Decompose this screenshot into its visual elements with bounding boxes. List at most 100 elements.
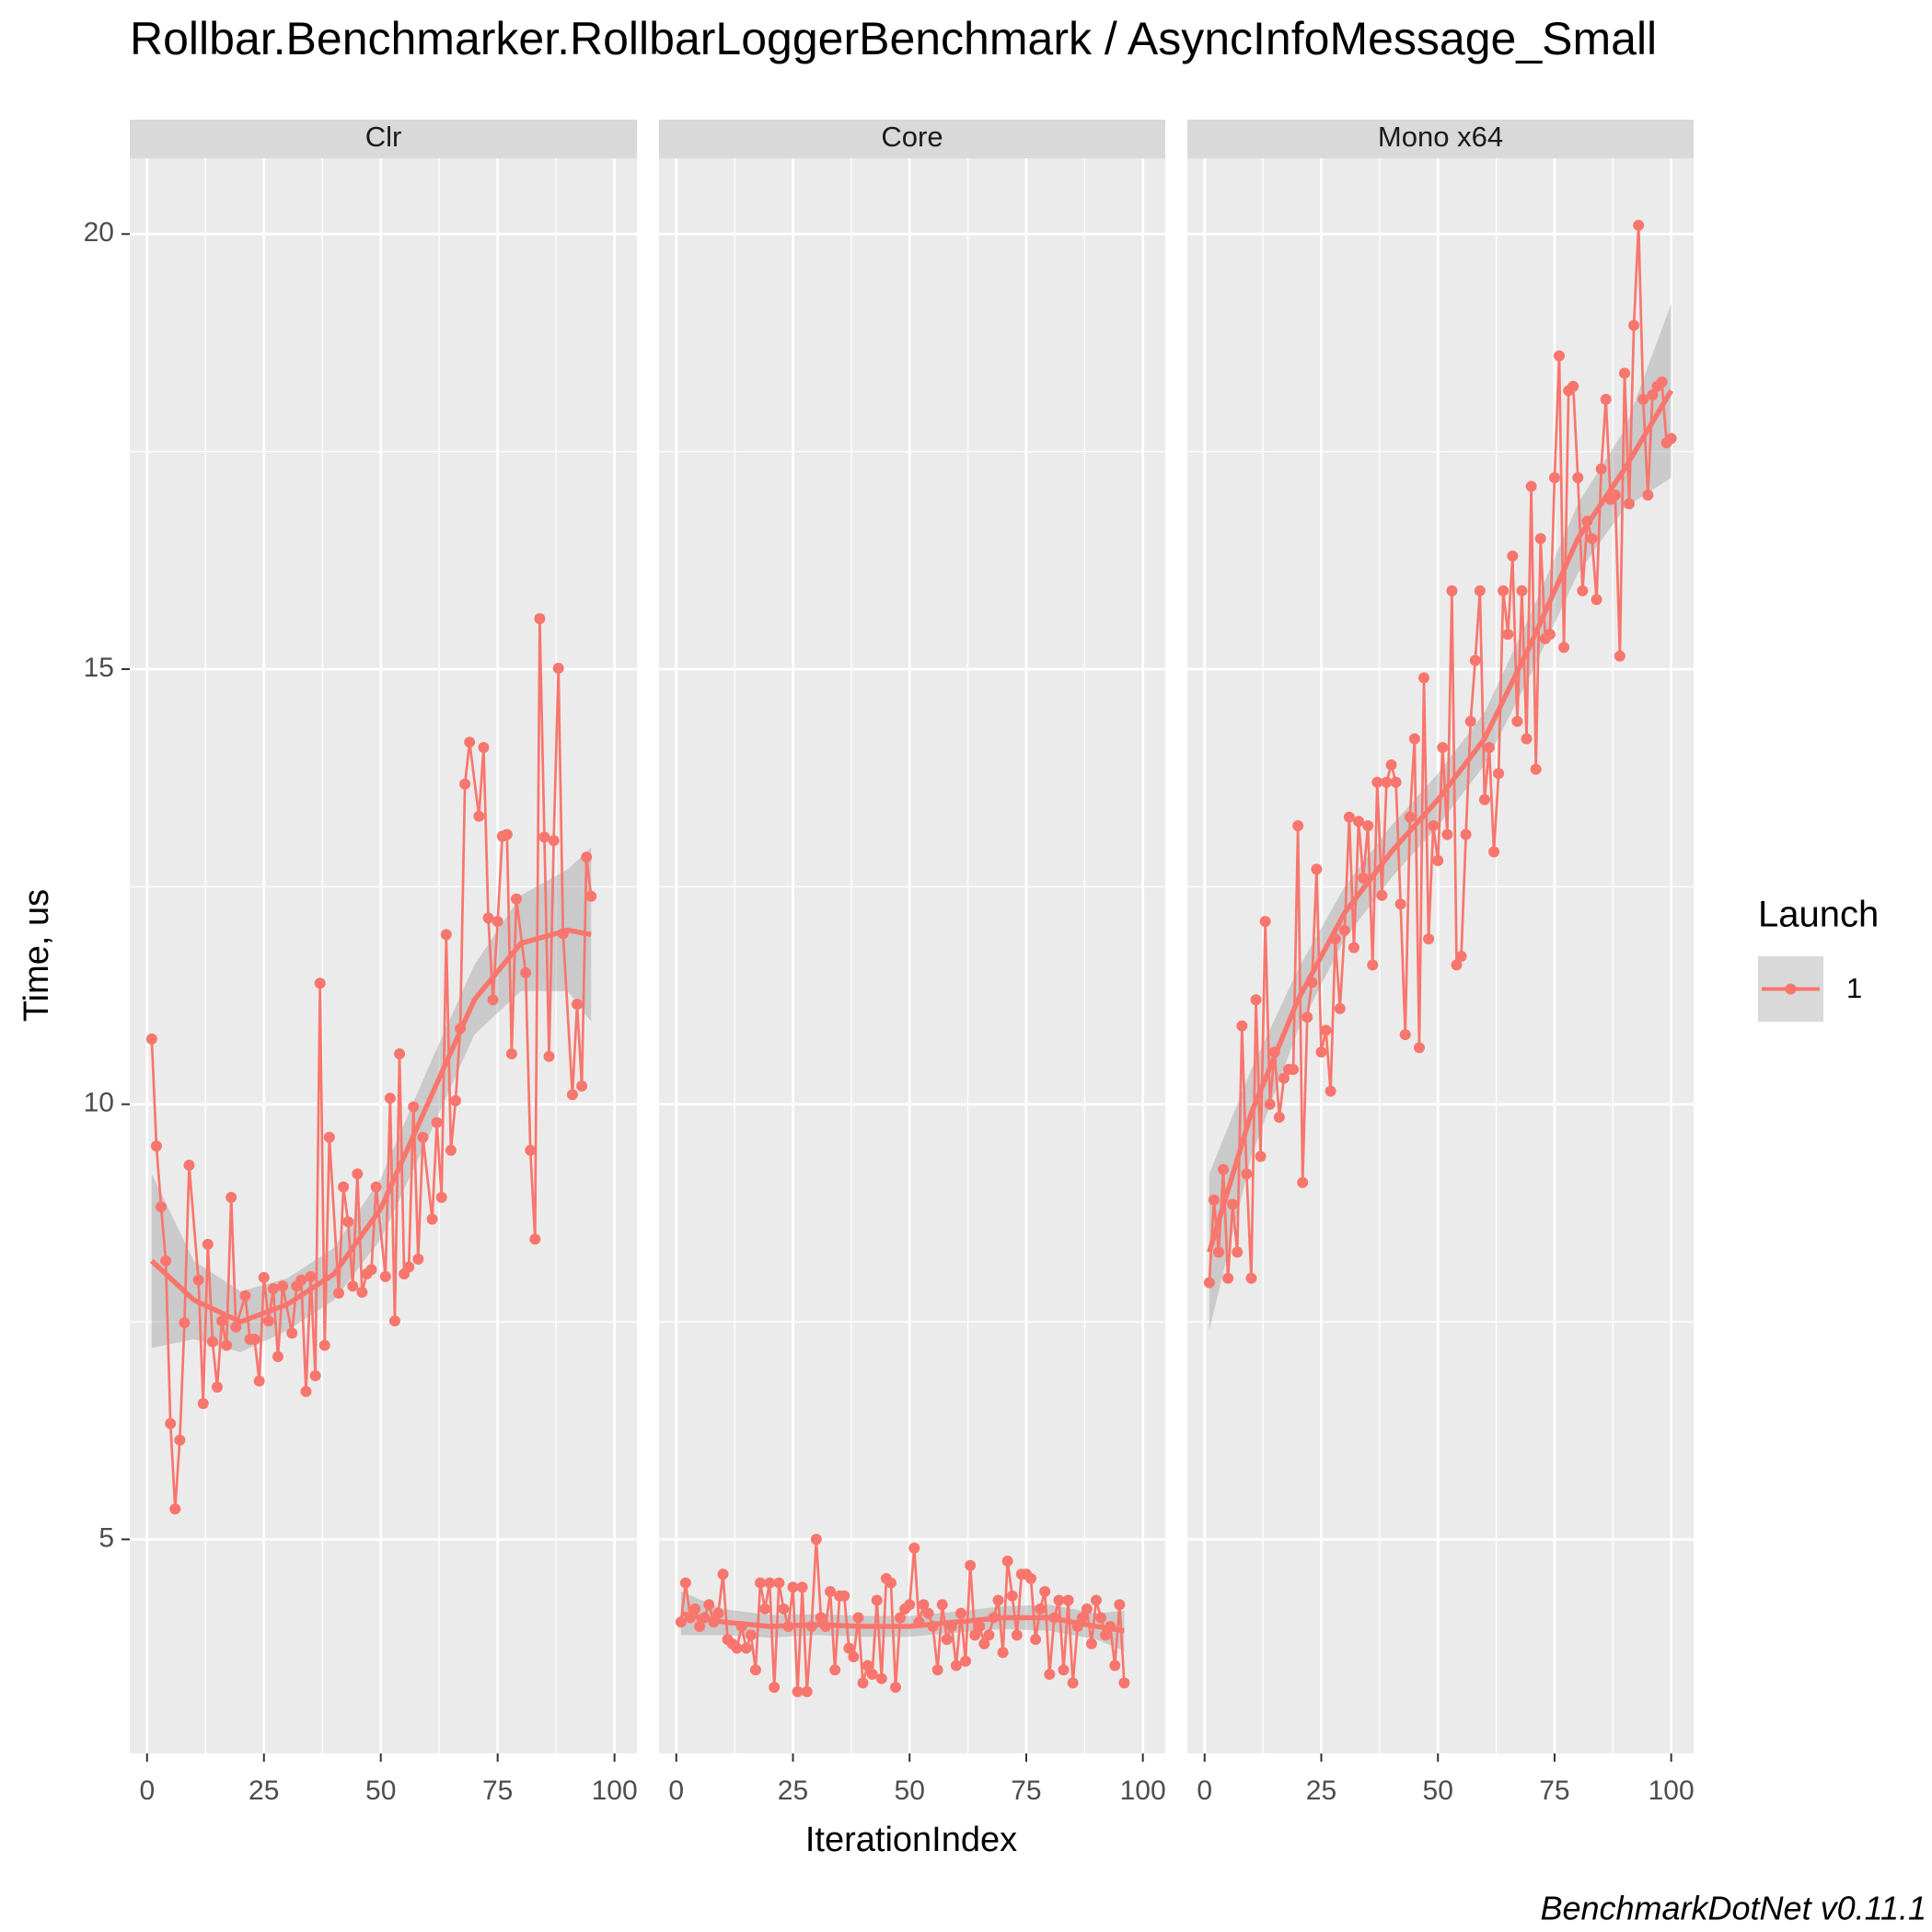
data-point <box>1315 1046 1327 1058</box>
data-point <box>576 1080 588 1092</box>
data-point <box>1090 1594 1102 1606</box>
x-tick-label: 100 <box>592 1776 638 1806</box>
data-point <box>1264 1098 1276 1110</box>
data-point <box>1507 550 1519 562</box>
data-point <box>384 1093 396 1105</box>
data-point <box>1081 1603 1093 1615</box>
data-point <box>1338 924 1350 936</box>
smooth-line <box>680 1611 1125 1634</box>
data-point <box>226 1191 237 1203</box>
data-point <box>801 1685 813 1697</box>
data-point <box>538 831 550 843</box>
data-point <box>1614 650 1625 662</box>
y-tick-label: 5 <box>98 1522 114 1553</box>
data-point <box>1053 1594 1065 1606</box>
data-point <box>1591 594 1602 606</box>
x-tick-label: 100 <box>1120 1776 1166 1806</box>
data-point <box>1418 672 1430 684</box>
data-point <box>1455 950 1467 962</box>
data-point <box>459 778 471 790</box>
data-point <box>1334 1002 1346 1014</box>
x-tick-label: 25 <box>249 1776 279 1806</box>
data-point <box>1095 1612 1107 1624</box>
data-point <box>875 1672 887 1684</box>
data-point <box>1273 1111 1285 1123</box>
x-tick-label: 0 <box>668 1776 684 1806</box>
data-point <box>487 994 499 1006</box>
data-point <box>843 1642 855 1654</box>
data-point <box>1025 1572 1037 1584</box>
data-point <box>1554 350 1566 362</box>
data-point <box>1011 1629 1023 1641</box>
data-point <box>435 1191 447 1203</box>
data-point <box>1353 816 1365 827</box>
data-point <box>787 1581 799 1593</box>
data-point <box>165 1417 177 1429</box>
data-point <box>1288 1063 1300 1075</box>
data-point <box>1385 758 1397 770</box>
data-point <box>675 1616 687 1628</box>
data-point <box>857 1677 869 1689</box>
data-point <box>1394 898 1406 910</box>
legend-label: 1 <box>1846 972 1862 1004</box>
data-point <box>764 1577 776 1589</box>
data-point <box>862 1660 873 1672</box>
data-point <box>431 1116 443 1128</box>
data-point <box>333 1287 345 1299</box>
data-point <box>1586 533 1598 545</box>
data-point <box>1446 584 1458 596</box>
data-point <box>309 1370 321 1382</box>
data-point <box>529 1233 541 1245</box>
data-point <box>740 1642 752 1654</box>
data-point <box>145 1033 157 1045</box>
data-point <box>473 810 485 822</box>
data-point <box>552 663 564 675</box>
data-point <box>412 1253 424 1265</box>
data-point <box>1203 1277 1215 1289</box>
data-point <box>318 1339 330 1351</box>
data-point <box>1035 1603 1047 1615</box>
data-point <box>936 1599 948 1611</box>
strip-background <box>659 120 1165 158</box>
data-point <box>338 1181 350 1193</box>
data-point <box>314 978 326 989</box>
data-point <box>703 1599 715 1611</box>
data-point <box>501 828 513 840</box>
data-point <box>1301 1012 1313 1024</box>
data-point <box>759 1603 771 1615</box>
data-point <box>1320 1024 1332 1036</box>
data-point <box>1577 584 1589 596</box>
data-point <box>918 1599 930 1611</box>
y-tick-label: 15 <box>84 653 114 683</box>
data-point <box>1665 433 1677 445</box>
data-point <box>1511 715 1523 727</box>
data-point <box>1109 1660 1121 1672</box>
data-point <box>1343 811 1355 823</box>
data-point <box>1362 820 1374 832</box>
data-point <box>365 1264 377 1276</box>
data-point <box>1624 498 1636 510</box>
data-point <box>1413 1042 1425 1054</box>
strip-background <box>1187 120 1694 158</box>
data-point <box>1618 367 1630 379</box>
data-point <box>1502 629 1514 641</box>
data-point <box>1474 584 1486 596</box>
data-point <box>272 1350 283 1362</box>
data-point <box>277 1280 289 1292</box>
data-point <box>505 1047 517 1059</box>
data-point <box>866 1668 878 1680</box>
data-point <box>1464 715 1476 727</box>
data-point <box>1118 1677 1130 1689</box>
data-point <box>258 1271 270 1283</box>
data-point <box>941 1634 953 1646</box>
data-point <box>745 1629 757 1641</box>
x-axis-title: IterationIndex <box>805 1821 1017 1859</box>
data-point <box>1371 776 1383 788</box>
data-point <box>931 1664 943 1676</box>
data-point <box>534 613 546 625</box>
data-point <box>1250 994 1262 1006</box>
data-point <box>1642 489 1654 501</box>
data-point <box>689 1603 701 1615</box>
data-point <box>1483 742 1495 754</box>
data-point <box>156 1201 168 1213</box>
